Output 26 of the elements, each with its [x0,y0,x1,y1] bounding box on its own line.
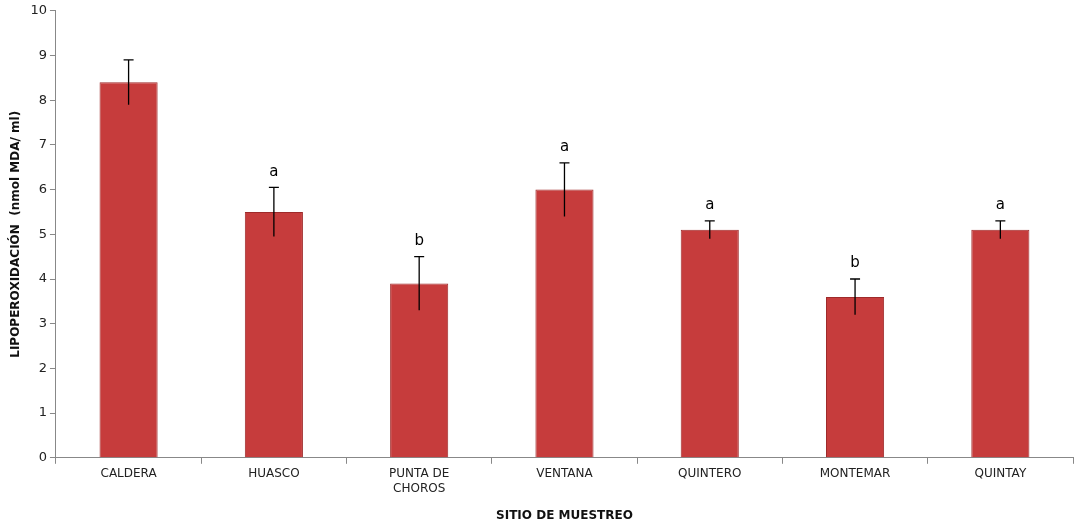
data-label: a [559,137,570,156]
x-tick-label: HUASCO [248,466,300,481]
y-tick-label: 6 [38,180,47,196]
x-axis-title: SITIO DE MUESTREO [496,507,633,522]
data-label: a [705,195,715,214]
y-tick-label: 5 [38,225,47,241]
y-tick-label: 7 [38,136,47,152]
y-tick-label: 3 [38,315,47,331]
data-label: a [995,195,1005,214]
x-tick-label: MONTEMAR [819,466,891,481]
x-tick-label: VENTANA [536,466,594,481]
y-tick-label: 8 [38,91,47,107]
y-tick-label: 0 [38,449,47,465]
data-label: b [414,231,424,250]
y-axis-title: LIPOPEROXIDACIÓN (nmol MDA/ ml) [7,110,23,358]
x-tick-label: PUNTA DE CHOROS [389,466,450,495]
y-tick-label: 4 [38,270,47,286]
y-tick-label: 2 [38,359,47,375]
data-label: a [269,161,279,180]
x-tick-label: QUINTAY [974,466,1027,481]
y-tick-label: 1 [38,404,47,420]
y-tick-label: 10 [30,2,47,18]
y-tick-label: 9 [38,46,47,62]
data-label: b [850,253,860,272]
x-tick-label: QUINTERO [678,466,742,481]
x-tick-label: CALDERA [100,466,158,481]
